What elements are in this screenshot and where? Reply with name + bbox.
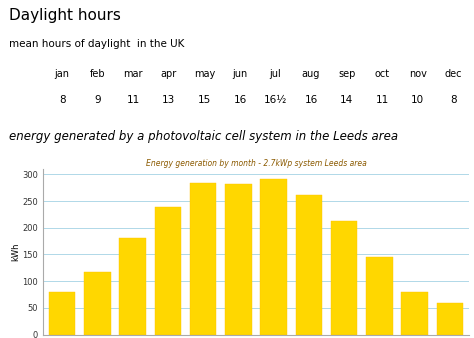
Text: 11: 11 <box>375 95 389 105</box>
Text: oct: oct <box>374 69 390 79</box>
Text: 16: 16 <box>233 95 246 105</box>
Text: mean hours of daylight  in the UK: mean hours of daylight in the UK <box>9 39 185 49</box>
Bar <box>260 178 287 335</box>
Text: may: may <box>194 69 215 79</box>
Bar <box>190 184 216 335</box>
Text: dec: dec <box>445 69 462 79</box>
Bar <box>331 221 357 335</box>
Bar <box>84 271 110 335</box>
Bar <box>119 238 146 335</box>
Text: nov: nov <box>409 69 427 79</box>
Text: jun: jun <box>232 69 247 79</box>
Bar <box>437 303 463 335</box>
Text: mar: mar <box>124 69 143 79</box>
Text: aug: aug <box>302 69 320 79</box>
Text: sep: sep <box>338 69 356 79</box>
Text: 11: 11 <box>127 95 140 105</box>
Y-axis label: kWh: kWh <box>11 243 20 261</box>
Text: 8: 8 <box>450 95 456 105</box>
Bar <box>296 195 322 335</box>
Bar <box>49 292 75 335</box>
Text: 13: 13 <box>162 95 175 105</box>
Text: feb: feb <box>90 69 106 79</box>
Text: jul: jul <box>270 69 282 79</box>
Bar <box>366 257 392 335</box>
Text: 8: 8 <box>59 95 65 105</box>
Bar <box>225 184 252 335</box>
Text: 15: 15 <box>198 95 211 105</box>
Text: 16½: 16½ <box>264 95 287 105</box>
Text: 14: 14 <box>340 95 353 105</box>
Text: 16: 16 <box>304 95 318 105</box>
Text: jan: jan <box>55 69 70 79</box>
Text: 10: 10 <box>411 95 424 105</box>
Title: Energy generation by month - 2.7kWp system Leeds area: Energy generation by month - 2.7kWp syst… <box>146 159 366 168</box>
Text: apr: apr <box>161 69 177 79</box>
Text: Daylight hours: Daylight hours <box>9 8 121 23</box>
Text: 9: 9 <box>94 95 101 105</box>
Bar <box>401 292 428 335</box>
Bar <box>155 208 181 335</box>
Text: energy generated by a photovoltaic cell system in the Leeds area: energy generated by a photovoltaic cell … <box>9 130 399 143</box>
